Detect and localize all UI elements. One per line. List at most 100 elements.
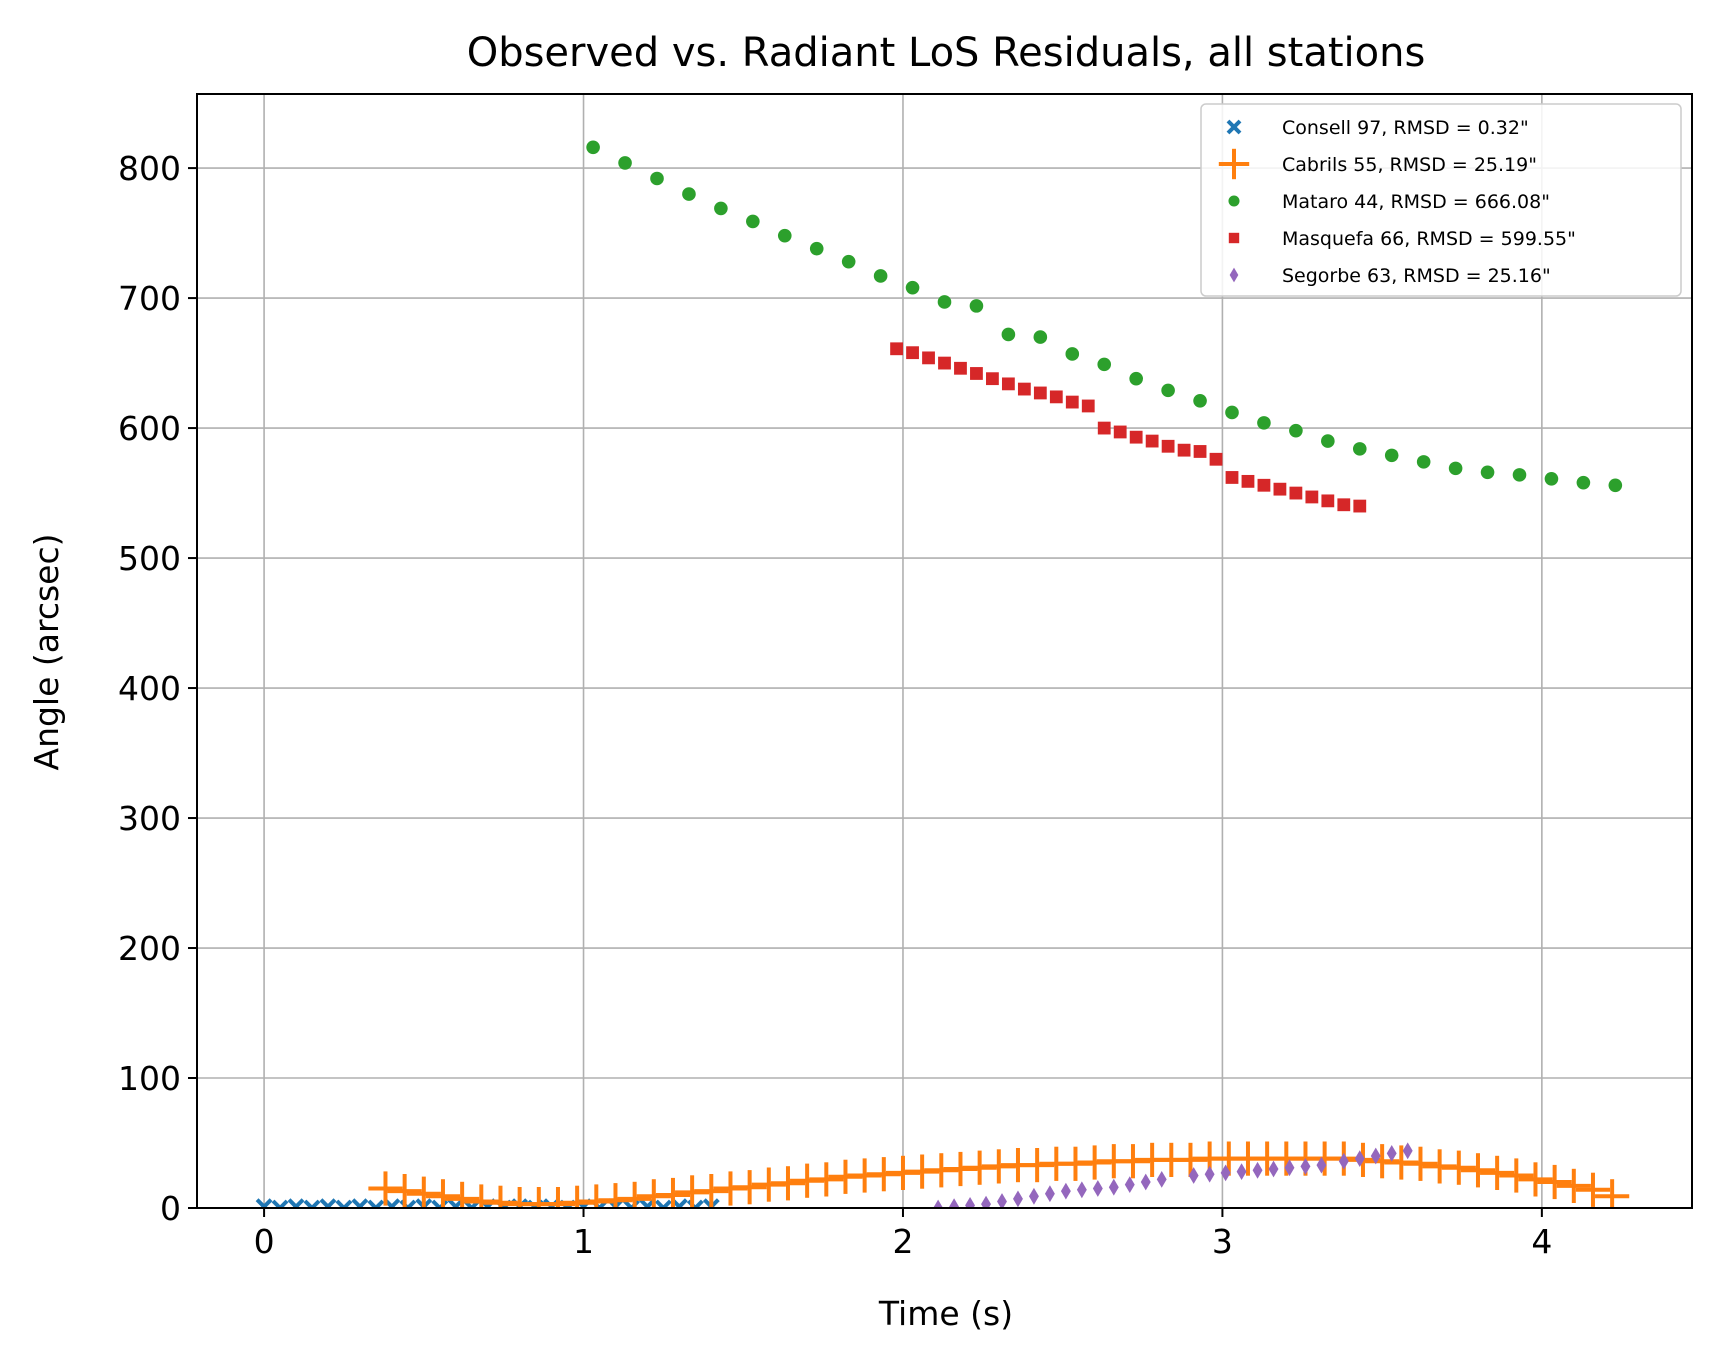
data-point [335, 1199, 353, 1208]
data-point [1129, 371, 1143, 386]
data-point [997, 1193, 1007, 1208]
data-point [1257, 478, 1271, 492]
y-tick-label: 600 [118, 409, 181, 448]
data-point [1076, 1181, 1087, 1199]
data-point [586, 140, 600, 155]
data-point [618, 156, 632, 170]
data-point [1273, 482, 1287, 496]
data-point [1386, 1145, 1397, 1162]
data-point [1480, 465, 1495, 480]
data-point [1220, 1164, 1231, 1182]
data-point [1236, 1163, 1247, 1181]
data-point [694, 1174, 729, 1208]
data-point [954, 361, 967, 375]
data-point [1092, 1180, 1103, 1197]
x-tick-label: 3 [1212, 1222, 1233, 1261]
data-point [1001, 377, 1015, 391]
data-point [969, 299, 984, 313]
data-point [1289, 423, 1303, 438]
data-point [937, 295, 952, 309]
data-point [906, 346, 919, 360]
data-point [732, 1170, 767, 1205]
data-point [368, 1171, 403, 1206]
data-point [1384, 448, 1399, 463]
data-point [1556, 1168, 1591, 1204]
data-point [1188, 1167, 1199, 1184]
data-point [1017, 382, 1031, 396]
data-point [1537, 1164, 1572, 1200]
data-point [1161, 439, 1175, 453]
x-tick-label: 2 [892, 1222, 913, 1261]
data-point [655, 1177, 691, 1208]
data-point [1229, 267, 1239, 283]
legend-entry-cabrils: Cabrils 55, RMSD = 25.19" [1282, 154, 1537, 176]
data-point [1204, 1165, 1215, 1183]
data-point [1402, 1142, 1413, 1160]
data-point [922, 351, 935, 365]
y-axis-label: Angle (arcsec) [27, 534, 66, 771]
data-point [1338, 1152, 1349, 1170]
data-point [1228, 195, 1240, 207]
data-point [1252, 1161, 1263, 1179]
data-point [1033, 330, 1048, 344]
data-point [1416, 455, 1431, 469]
data-point [777, 228, 792, 243]
data-point [1218, 148, 1250, 180]
legend-entry-masquefa: Masquefa 66, RMSD = 599.55" [1282, 228, 1576, 250]
data-point [933, 1199, 944, 1208]
data-point [1499, 1158, 1534, 1193]
data-point [1108, 1178, 1119, 1196]
data-point [445, 1181, 480, 1208]
series-4 [933, 1142, 1413, 1208]
data-point [617, 1181, 652, 1208]
legend-entry-segorbe: Segorbe 63, RMSD = 25.16" [1282, 265, 1551, 287]
chart-title: Observed vs. Radiant LoS Residuals, all … [467, 30, 1426, 76]
data-point [1033, 386, 1047, 400]
legend-markers [1218, 119, 1250, 283]
series-3 [890, 342, 1367, 513]
data-point [1049, 390, 1063, 404]
data-point [1544, 471, 1559, 486]
data-point [1512, 468, 1527, 482]
data-point [1608, 478, 1623, 493]
data-point [682, 187, 696, 201]
y-axis-ticks: 0 100 200 300 400 500 600 700 800 [118, 149, 197, 1228]
data-point [1113, 425, 1127, 439]
y-tick-label: 800 [118, 149, 181, 188]
y-tick-label: 200 [118, 929, 181, 968]
x-axis-ticks: 0 1 2 3 4 [254, 1208, 1552, 1261]
series-layer [255, 140, 1630, 1208]
data-point [873, 269, 888, 283]
data-point [714, 201, 728, 216]
legend-entry-consell: Consell 97, RMSD = 0.32" [1282, 117, 1529, 139]
data-point [1441, 1150, 1476, 1185]
data-point [949, 1198, 960, 1208]
data-point [650, 171, 664, 186]
data-point [1209, 452, 1223, 466]
data-point [367, 1199, 385, 1208]
legend: Consell 97, RMSD = 0.32" Cabrils 55, RMS… [1200, 103, 1682, 297]
data-point [970, 367, 983, 380]
data-point [1065, 347, 1080, 361]
data-point [890, 342, 903, 356]
data-point [1353, 499, 1367, 513]
data-point [1321, 434, 1335, 448]
data-point [1316, 1156, 1327, 1174]
data-point [271, 1199, 289, 1208]
data-point [1370, 1147, 1381, 1165]
data-point [1352, 442, 1367, 456]
plot-frame [196, 93, 1693, 1209]
data-point [1289, 486, 1303, 500]
data-point [1257, 416, 1271, 430]
data-point [303, 1199, 321, 1208]
data-point [1001, 327, 1016, 342]
data-point [1044, 1185, 1055, 1203]
data-point [1156, 1171, 1167, 1188]
data-point [1480, 1155, 1515, 1191]
data-point [1518, 1162, 1553, 1197]
data-point [654, 1199, 672, 1208]
data-point [1140, 1173, 1151, 1191]
data-point [1177, 443, 1191, 457]
data-point [1575, 1172, 1611, 1207]
